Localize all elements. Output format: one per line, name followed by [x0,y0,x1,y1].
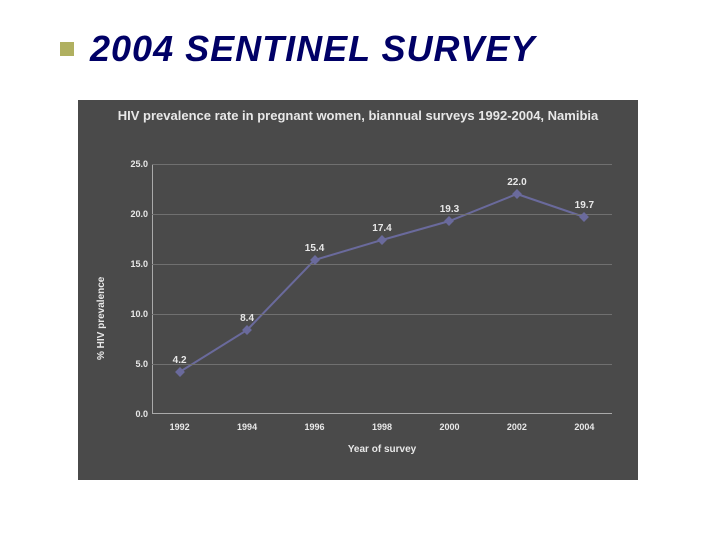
y-tick-label: 10.0 [114,309,148,319]
x-tick-label: 2004 [574,422,594,432]
data-label: 19.7 [575,200,594,211]
x-tick-label: 1994 [237,422,257,432]
data-label: 17.4 [372,223,391,234]
slide-title: 2004 SENTINEL SURVEY [90,28,536,70]
title-row: 2004 SENTINEL SURVEY [60,28,680,70]
data-label: 15.4 [305,243,324,254]
gridline [152,314,612,315]
x-tick-label: 2000 [439,422,459,432]
gridline [152,364,612,365]
gridline [152,264,612,265]
gridline [152,164,612,165]
data-label: 4.2 [173,355,187,366]
data-label: 22.0 [507,177,526,188]
y-tick-label: 5.0 [114,359,148,369]
chart: HIV prevalence rate in pregnant women, b… [78,100,638,480]
data-label: 8.4 [240,313,254,324]
slide: 2004 SENTINEL SURVEY HIV prevalence rate… [0,0,720,540]
line-series [152,164,612,414]
y-axis-title: % HIV prevalence [96,277,107,360]
chart-title: HIV prevalence rate in pregnant women, b… [78,100,638,126]
y-tick-label: 0.0 [114,409,148,419]
x-tick-label: 1992 [170,422,190,432]
x-tick-label: 2002 [507,422,527,432]
x-tick-label: 1996 [305,422,325,432]
y-tick-label: 15.0 [114,259,148,269]
x-axis-title: Year of survey [152,444,612,455]
data-label: 19.3 [440,204,459,215]
gridline [152,214,612,215]
y-tick-label: 25.0 [114,159,148,169]
plot-area: 4.2 8.4 15.4 17.4 19.3 22.0 19.7 [152,164,612,414]
x-tick-label: 1998 [372,422,392,432]
y-tick-label: 20.0 [114,209,148,219]
bullet-icon [60,42,74,56]
